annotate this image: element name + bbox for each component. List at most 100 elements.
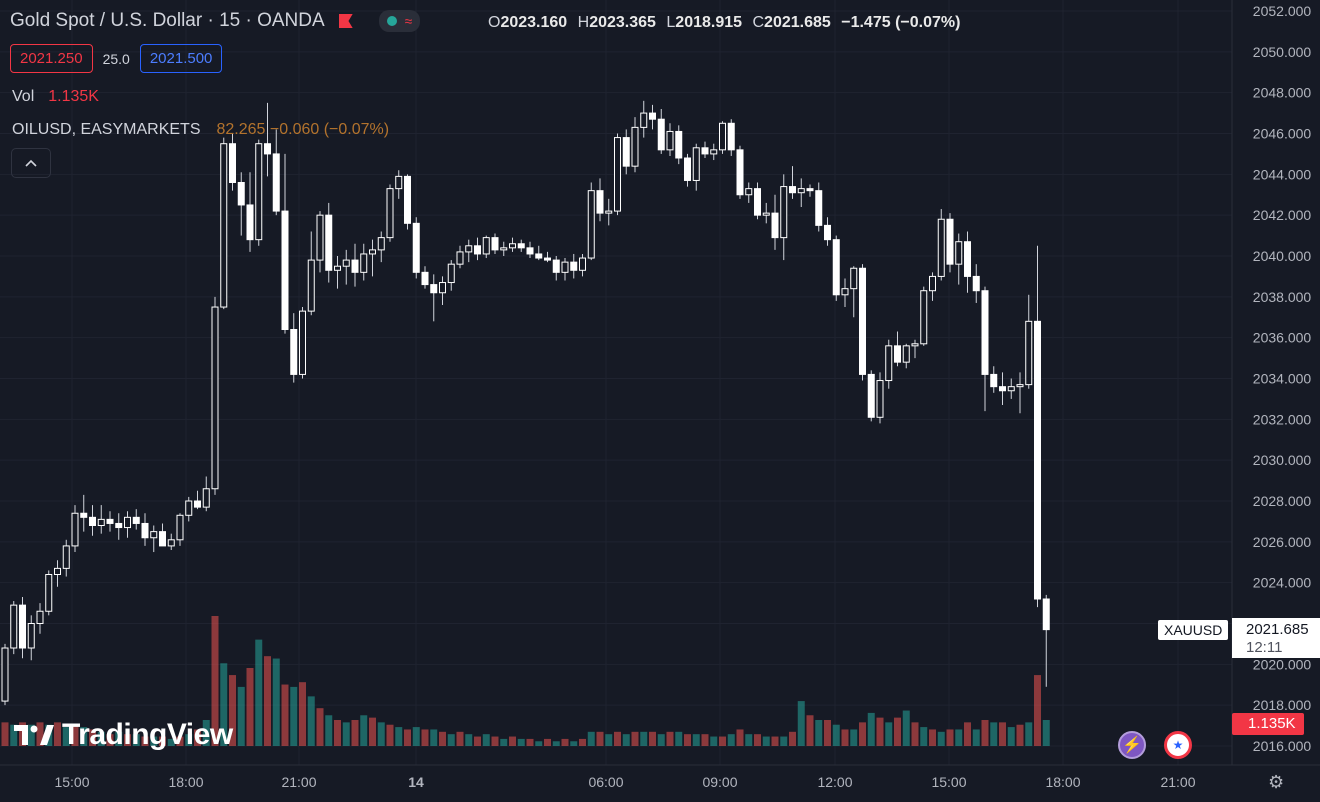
- candle-body: [237, 182, 245, 206]
- candle-body: [316, 214, 324, 261]
- candle-body: [771, 212, 779, 239]
- x-tick-label: 15:00: [931, 774, 966, 790]
- last-price-value: 2021.685: [1246, 621, 1309, 638]
- gear-icon[interactable]: ⚙: [1268, 772, 1285, 792]
- symbol-title[interactable]: Gold Spot / U.S. Dollar · 15 · OANDA: [10, 10, 325, 31]
- volume-bar: [202, 720, 210, 746]
- candle-body: [369, 249, 376, 255]
- volume-bar: [885, 722, 893, 746]
- x-tick-label: 14: [408, 774, 424, 790]
- candle-body: [71, 512, 79, 547]
- candle-body: [1025, 320, 1033, 386]
- volume-bar: [325, 715, 333, 746]
- volume-bar: [701, 734, 709, 746]
- overlay-legend[interactable]: OILUSD, EASYMARKETS 82.265 −0.060 (−0.07%…: [12, 121, 389, 139]
- candle-body: [141, 522, 149, 539]
- volume-bar: [369, 717, 376, 746]
- candle-body: [132, 516, 140, 524]
- bar-countdown: 12:11: [1246, 639, 1283, 656]
- candle-body: [272, 153, 280, 212]
- candle-body: [1034, 320, 1041, 600]
- volume-bar: [867, 712, 875, 746]
- candle-body: [150, 531, 158, 539]
- candle-body: [54, 567, 61, 575]
- volume-bar: [806, 715, 814, 746]
- tradingview-logo-icon: [14, 725, 54, 745]
- chevron-up-icon: [25, 159, 37, 167]
- y-tick-label: 2038.000: [1253, 289, 1312, 305]
- x-tick-label: 12:00: [817, 774, 852, 790]
- volume-bar: [176, 736, 184, 746]
- volume-value: 1.135K: [48, 88, 99, 105]
- y-tick-label: 2016.000: [1253, 738, 1312, 754]
- candle-body: [911, 343, 919, 347]
- candle-body: [185, 500, 193, 516]
- candle-body: [981, 290, 989, 375]
- volume-bar: [929, 729, 936, 746]
- y-tick-label: 2032.000: [1253, 411, 1312, 427]
- candle-body: [894, 345, 901, 363]
- volume-bar: [964, 722, 971, 746]
- y-tick-label: 2030.000: [1253, 452, 1312, 468]
- change-value: −1.475 (−0.07%): [841, 14, 961, 31]
- candle-body: [596, 190, 604, 214]
- volume-bar: [544, 738, 551, 746]
- volume-bar: [1042, 720, 1050, 746]
- low-value: 2018.915: [675, 14, 743, 31]
- volume-bar: [859, 722, 866, 746]
- volume-legend[interactable]: Vol 1.135K: [12, 88, 99, 106]
- candle-body: [736, 149, 744, 196]
- volume-bar: [316, 708, 324, 746]
- candle-body: [360, 253, 368, 273]
- volume-bar: [36, 722, 44, 746]
- volume-bar: [684, 734, 691, 746]
- buy-button[interactable]: 2021.500: [139, 44, 223, 73]
- volume-bar: [955, 729, 963, 746]
- overlay-label: OILUSD, EASYMARKETS: [12, 121, 201, 138]
- tradingview-logo[interactable]: TradingView: [14, 718, 233, 752]
- status-pill[interactable]: ≈: [378, 10, 421, 32]
- y-tick-label: 2046.000: [1253, 126, 1312, 142]
- candle-body: [229, 143, 236, 183]
- volume-price-tag: 1.135K: [1232, 713, 1304, 735]
- candle-body: [719, 122, 726, 151]
- us-flag-icon[interactable]: ★: [1164, 731, 1192, 759]
- volume-bar: [1034, 675, 1041, 746]
- candle-body: [885, 345, 893, 382]
- candle-body: [1007, 386, 1015, 392]
- y-tick-label: 2040.000: [1253, 248, 1312, 264]
- volume-bar: [351, 720, 359, 746]
- volume-bar: [850, 729, 858, 746]
- candle-body: [692, 147, 700, 181]
- candle-body: [754, 188, 761, 216]
- flag-icon[interactable]: [338, 14, 353, 28]
- candle-body: [10, 604, 18, 649]
- volume-bar: [517, 738, 525, 746]
- volume-bar: [474, 736, 481, 746]
- volume-bar: [876, 717, 884, 746]
- volume-bar: [1016, 724, 1024, 746]
- candle-body: [824, 224, 831, 241]
- candle-body: [972, 275, 980, 292]
- lightning-icon[interactable]: ⚡: [1118, 731, 1146, 759]
- volume-bar: [150, 736, 158, 746]
- x-tick-label: 21:00: [281, 774, 316, 790]
- candle-body: [622, 137, 630, 167]
- volume-bar: [631, 731, 639, 746]
- candle-body: [202, 488, 210, 508]
- volume-bar: [824, 720, 831, 746]
- candle-body: [465, 245, 473, 253]
- price-axis[interactable]: 2052.000 2050.000 2048.000 2046.000 2044.000…: [1253, 3, 1312, 754]
- collapse-legend-button[interactable]: [11, 148, 51, 178]
- volume-bar: [194, 729, 201, 746]
- close-label: C: [752, 14, 765, 31]
- time-axis[interactable]: 15:00 18:00 21:00 14 06:00 09:00 12:00 15:00 18:…: [54, 774, 1195, 790]
- overlay-value: 82.265 −0.060 (−0.07%): [216, 121, 390, 138]
- ohlc-legend: O2023.160 H2023.365 L2018.915 C2021.685 …: [488, 14, 960, 32]
- open-value: 2023.160: [500, 14, 568, 31]
- candlesticks: [1, 100, 1050, 706]
- sell-button[interactable]: 2021.250: [10, 44, 93, 73]
- volume-bar: [797, 701, 805, 746]
- candle-body: [780, 186, 788, 239]
